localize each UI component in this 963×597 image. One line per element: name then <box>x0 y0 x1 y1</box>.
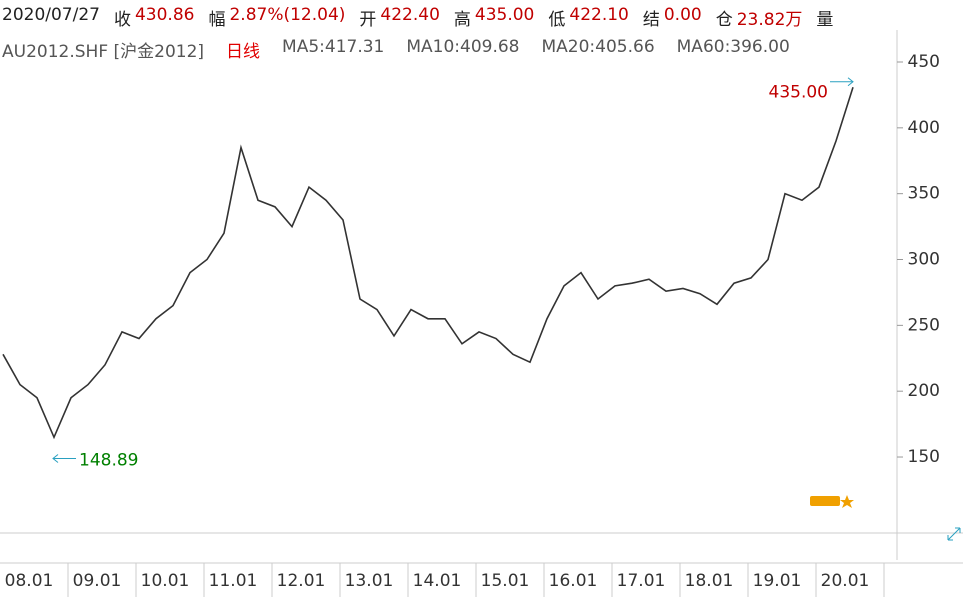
y-tick-label: 400 <box>908 118 940 138</box>
x-tick-label: 19.01 <box>753 571 802 591</box>
x-tick-label: 13.01 <box>345 571 394 591</box>
max-label: 435.00 <box>769 83 828 103</box>
quote-label: 仓 <box>715 10 733 30</box>
x-tick-label: 12.01 <box>277 571 326 591</box>
y-tick-label: 450 <box>908 52 940 72</box>
indicator: MA10:409.68 <box>406 37 520 57</box>
indicator: 日线 <box>226 42 261 62</box>
y-tick-label: 150 <box>908 447 940 467</box>
indicator: MA20:405.66 <box>541 37 655 57</box>
min-label: 148.89 <box>79 450 138 470</box>
quote-row: 2020/07/27 收 430.86 幅 2.87%(12.04) 开 422.40 高 43… <box>2 5 847 30</box>
y-tick-label: 350 <box>908 184 940 204</box>
quote-label: 低 <box>548 10 566 30</box>
quote-label: 幅 <box>208 10 226 30</box>
quote-value: 422.10 <box>569 5 629 25</box>
x-tick-label: 20.01 <box>821 571 870 591</box>
price-line <box>2 86 854 440</box>
x-tick-label: 08.01 <box>5 571 54 591</box>
quote-label: 开 <box>359 10 377 30</box>
x-tick-label: 15.01 <box>481 571 530 591</box>
quote-label: 收 <box>113 10 131 30</box>
quote-value: 23.82万 <box>736 10 803 30</box>
x-tick-label: 16.01 <box>549 571 598 591</box>
quote-value: 422.40 <box>380 5 440 25</box>
x-tick-label: 14.01 <box>413 571 462 591</box>
quote-label: 高 <box>453 10 471 30</box>
quote-label: 量 <box>816 10 834 30</box>
quote-value: 2.87%(12.04) <box>229 5 346 25</box>
resize-icon[interactable] <box>947 527 961 541</box>
quote-value: 0.00 <box>663 5 702 25</box>
quote-label: 2020/07/27 <box>2 5 100 25</box>
arrow-head <box>847 77 854 87</box>
quote-label: 结 <box>642 10 660 30</box>
event-markers <box>810 495 854 508</box>
x-tick-label: 17.01 <box>617 571 666 591</box>
indicator: MA60:396.00 <box>676 37 790 57</box>
indicator-row: AU2012.SHF [沪金2012] 日线 MA5:417.31 MA10:409.… <box>2 37 812 62</box>
x-tick-label: 11.01 <box>209 571 258 591</box>
y-tick-label: 300 <box>908 250 940 270</box>
quote-value: 435.00 <box>474 5 535 25</box>
arrow-head <box>52 454 59 463</box>
y-tick-label: 200 <box>908 381 940 401</box>
indicator: AU2012.SHF [沪金2012] <box>2 42 205 62</box>
quote-value: 430.86 <box>134 5 195 25</box>
x-tick-label: 10.01 <box>141 571 190 591</box>
y-tick-label: 250 <box>908 315 940 335</box>
x-tick-label: 09.01 <box>73 571 122 591</box>
indicator: MA5:417.31 <box>282 37 385 57</box>
x-tick-label: 18.01 <box>685 571 734 591</box>
